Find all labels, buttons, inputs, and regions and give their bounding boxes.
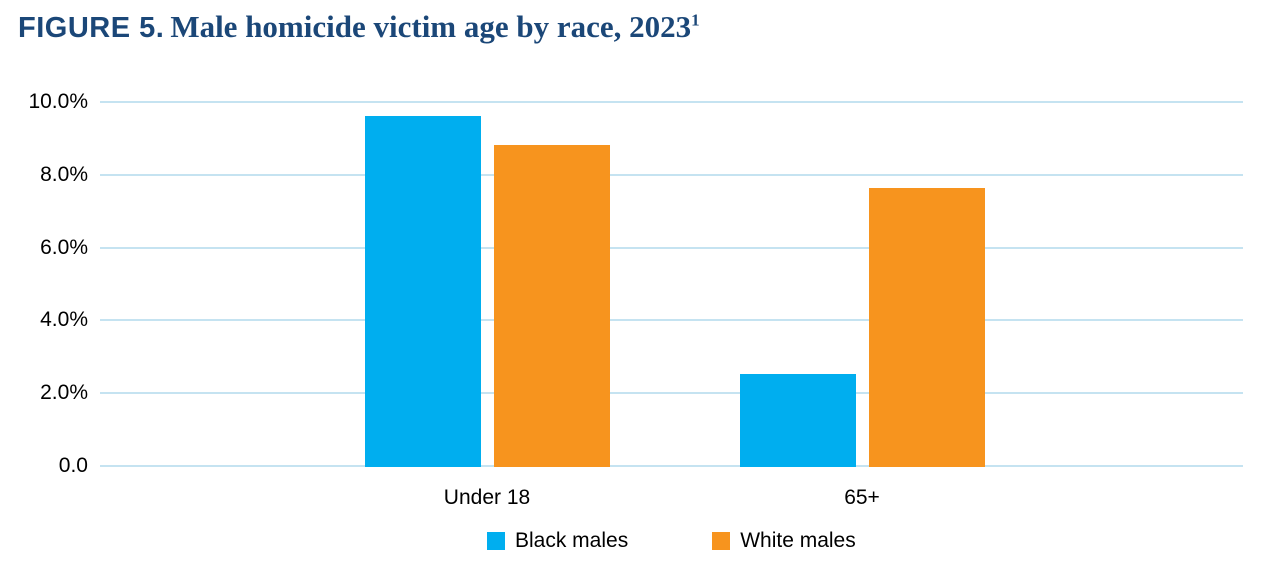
gridline	[100, 246, 1243, 249]
bar-black-males	[739, 374, 856, 467]
gridline	[100, 465, 1243, 467]
figure-title-prefix: FIGURE 5.	[18, 12, 165, 44]
gridline	[100, 319, 1243, 322]
figure-title: FIGURE 5. Male homicide victim age by rac…	[18, 8, 700, 45]
y-tick-label: 8.0%	[40, 162, 88, 186]
x-category-label: Under 18	[443, 486, 531, 509]
legend-item: Black males	[487, 529, 628, 553]
bar-black-males	[364, 115, 481, 467]
y-tick-label: 2.0%	[40, 381, 88, 405]
y-tick-label: 0.0	[58, 454, 88, 477]
plot-area	[100, 101, 1243, 467]
figure-title-text: Male homicide victim age by race, 2023	[170, 9, 692, 44]
gridline	[100, 101, 1243, 103]
x-category-label: 65+	[844, 486, 880, 509]
gridline	[100, 392, 1243, 395]
legend: Black males White males	[487, 529, 856, 553]
legend-swatch-white-males	[712, 532, 731, 550]
legend-label: Black males	[515, 529, 629, 552]
legend-label: White males	[740, 529, 856, 552]
bar-white-males	[493, 144, 610, 467]
y-tick-label: 6.0%	[40, 235, 88, 259]
y-tick-label: 10.0%	[28, 90, 88, 113]
bar-white-males	[868, 188, 985, 467]
y-tick-label: 4.0%	[40, 308, 88, 332]
figure-title-footnote-marker: 1	[691, 10, 700, 30]
gridline	[100, 173, 1243, 176]
legend-swatch-black-males	[487, 532, 505, 550]
legend-item: White males	[712, 529, 856, 553]
